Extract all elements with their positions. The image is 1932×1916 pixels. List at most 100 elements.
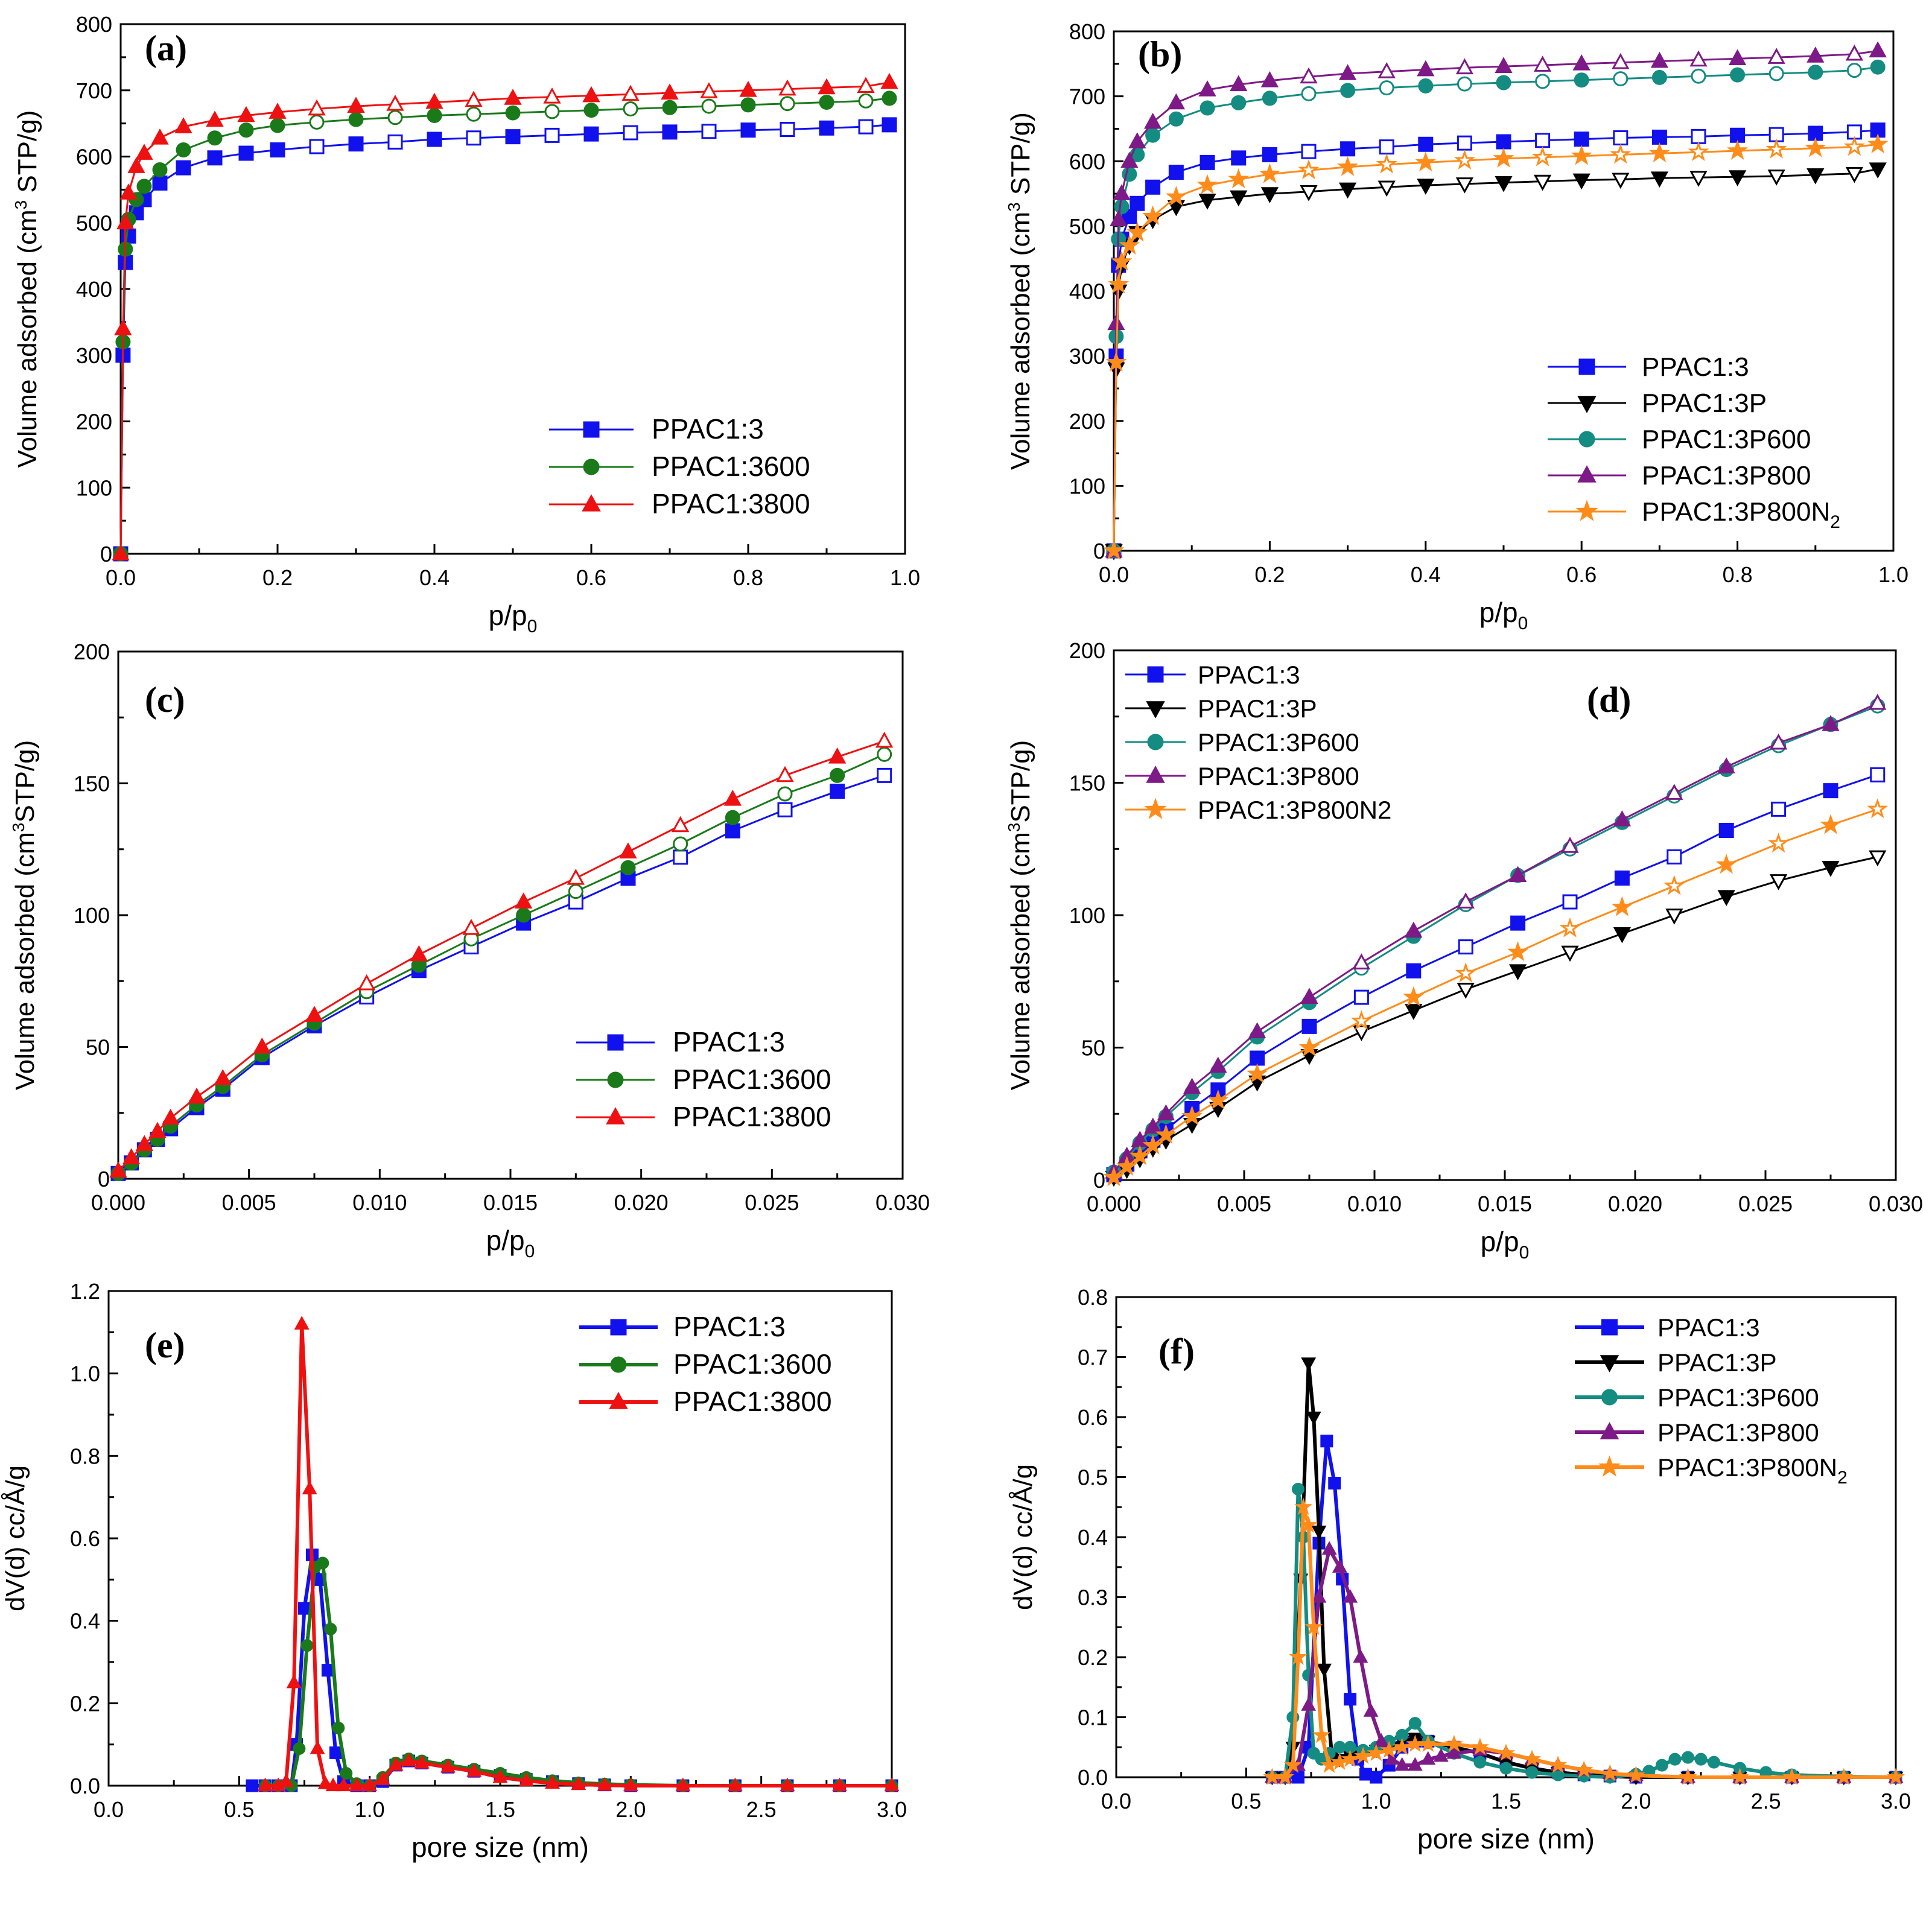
data-point [401, 1753, 417, 1767]
data-point [740, 122, 756, 138]
data-point [386, 95, 404, 111]
data-point [673, 849, 688, 865]
data-point [1298, 159, 1320, 180]
data-point [1337, 156, 1359, 176]
data-point [1510, 915, 1526, 931]
x-tick-label: 0.2 [262, 565, 293, 590]
series-PPAC1:3600 [113, 90, 897, 562]
data-point [1559, 917, 1581, 937]
data-point [1167, 93, 1185, 110]
data-point [1418, 78, 1434, 94]
data-point [583, 126, 599, 142]
data-point [1614, 871, 1630, 886]
data-point [1610, 144, 1632, 164]
y-tick-label: 500 [76, 211, 112, 235]
x-tick-label: 0.025 [745, 1190, 799, 1215]
series-line [1272, 1544, 1896, 1779]
y-tick-label: 800 [1069, 19, 1105, 44]
data-point [1663, 875, 1685, 895]
x-tick-label: 0.4 [419, 565, 450, 590]
data-point [1311, 1589, 1327, 1603]
data-point [1688, 141, 1709, 161]
data-point [1320, 1435, 1333, 1448]
legend-label: PPAC1:3600 [652, 451, 810, 482]
data-point [1574, 72, 1589, 88]
x-tick-label: 0.005 [222, 1190, 276, 1215]
data-point [1717, 890, 1735, 907]
series-line [1113, 773, 1878, 1176]
data-point [858, 93, 874, 109]
y-tick-label: 0 [100, 542, 112, 566]
legend-label: PPAC1:3P600 [1657, 1383, 1819, 1412]
series-line [252, 1554, 892, 1788]
data-point [857, 77, 875, 94]
data-point [1455, 962, 1476, 983]
panel-letter: (c) [145, 680, 185, 720]
data-point [174, 117, 192, 133]
data-point [1717, 757, 1735, 774]
y-tick-label: 1.2 [70, 1279, 100, 1304]
data-point [1352, 1025, 1371, 1041]
data-point [1145, 127, 1161, 143]
data-point [1353, 1649, 1368, 1663]
y-tick-label: 700 [76, 78, 112, 103]
data-point [1406, 1734, 1425, 1753]
data-point [1263, 1768, 1282, 1785]
data-point [1378, 62, 1396, 78]
data-point [1507, 941, 1529, 962]
data-point [1367, 1743, 1385, 1762]
series-line [265, 1560, 892, 1788]
legend-marker [607, 1071, 624, 1088]
data-point [1572, 54, 1590, 71]
data-point [1715, 854, 1737, 874]
data-point [828, 747, 847, 764]
x-tick-label: 0.5 [224, 1797, 254, 1822]
data-point [1446, 1745, 1462, 1759]
data-point [778, 79, 796, 96]
y-tick-label: 0.8 [70, 1444, 100, 1468]
data-point [1259, 163, 1280, 183]
data-point [1198, 80, 1216, 97]
data-point [1230, 190, 1248, 207]
data-point [583, 103, 599, 118]
chart-panel-d: 0.000 0.005 0.010 0.015 0.020 0.025 0.030 0 50 10… [1005, 638, 1923, 1263]
data-point [1128, 132, 1146, 148]
x-tick-label: 1.0 [1361, 1789, 1391, 1813]
chart-panel-b: 0.0 0.2 0.4 0.6 0.8 1.0 0 100 200 300 400 500 600 700… [1005, 19, 1908, 633]
legend-label: PPAC1:3P [1198, 694, 1317, 723]
y-tick-label: 200 [1069, 409, 1105, 434]
legend-label: PPAC1:3P600 [1198, 728, 1359, 757]
y-tick-label: 100 [1069, 903, 1105, 928]
data-point [623, 125, 638, 141]
data-point [739, 80, 757, 97]
data-point [1648, 142, 1670, 163]
series-PPAC1:3P800N2 [1263, 1497, 1905, 1785]
x-tick-label: 3.0 [1881, 1789, 1911, 1813]
data-point [1341, 1749, 1359, 1767]
series-line [1113, 855, 1878, 1178]
data-point [1417, 179, 1435, 195]
data-point [246, 1779, 259, 1792]
data-point [1168, 111, 1184, 127]
data-point [780, 96, 795, 112]
data-point [238, 145, 254, 161]
data-point [1289, 1648, 1308, 1665]
data-point [1845, 44, 1864, 61]
series-PPAC1:3800 [109, 731, 894, 1178]
data-point [492, 1769, 508, 1783]
legend-label: PPAC1:3 [673, 1311, 786, 1342]
series-line [1113, 168, 1878, 551]
data-point [1782, 1768, 1801, 1785]
data-point [1730, 67, 1746, 83]
data-point [466, 1763, 482, 1777]
y-tick-label: 0.0 [1078, 1765, 1108, 1790]
x-tick-label: 1.0 [1878, 562, 1908, 587]
data-point [119, 183, 138, 200]
data-point [1611, 896, 1633, 916]
data-point [1294, 1497, 1313, 1515]
data-point [1260, 187, 1279, 203]
x-tick-label: 0.8 [1723, 562, 1753, 587]
x-tick-label: 0.4 [1411, 562, 1441, 587]
data-point [567, 869, 585, 885]
